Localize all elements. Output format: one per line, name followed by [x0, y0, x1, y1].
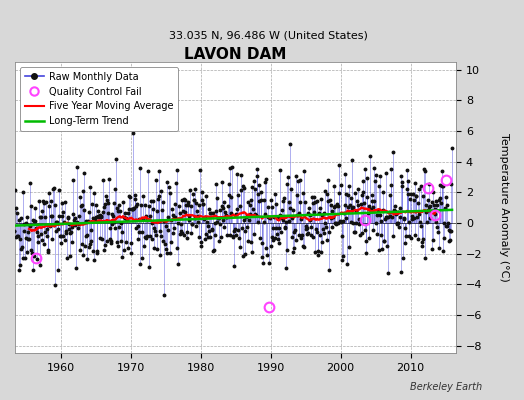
Y-axis label: Temperature Anomaly (°C): Temperature Anomaly (°C)	[499, 133, 509, 282]
Text: Berkeley Earth: Berkeley Earth	[410, 382, 482, 392]
Legend: Raw Monthly Data, Quality Control Fail, Five Year Moving Average, Long-Term Tren: Raw Monthly Data, Quality Control Fail, …	[20, 67, 178, 131]
Title: LAVON DAM: LAVON DAM	[184, 47, 287, 62]
Text: 33.035 N, 96.486 W (United States): 33.035 N, 96.486 W (United States)	[169, 30, 368, 40]
